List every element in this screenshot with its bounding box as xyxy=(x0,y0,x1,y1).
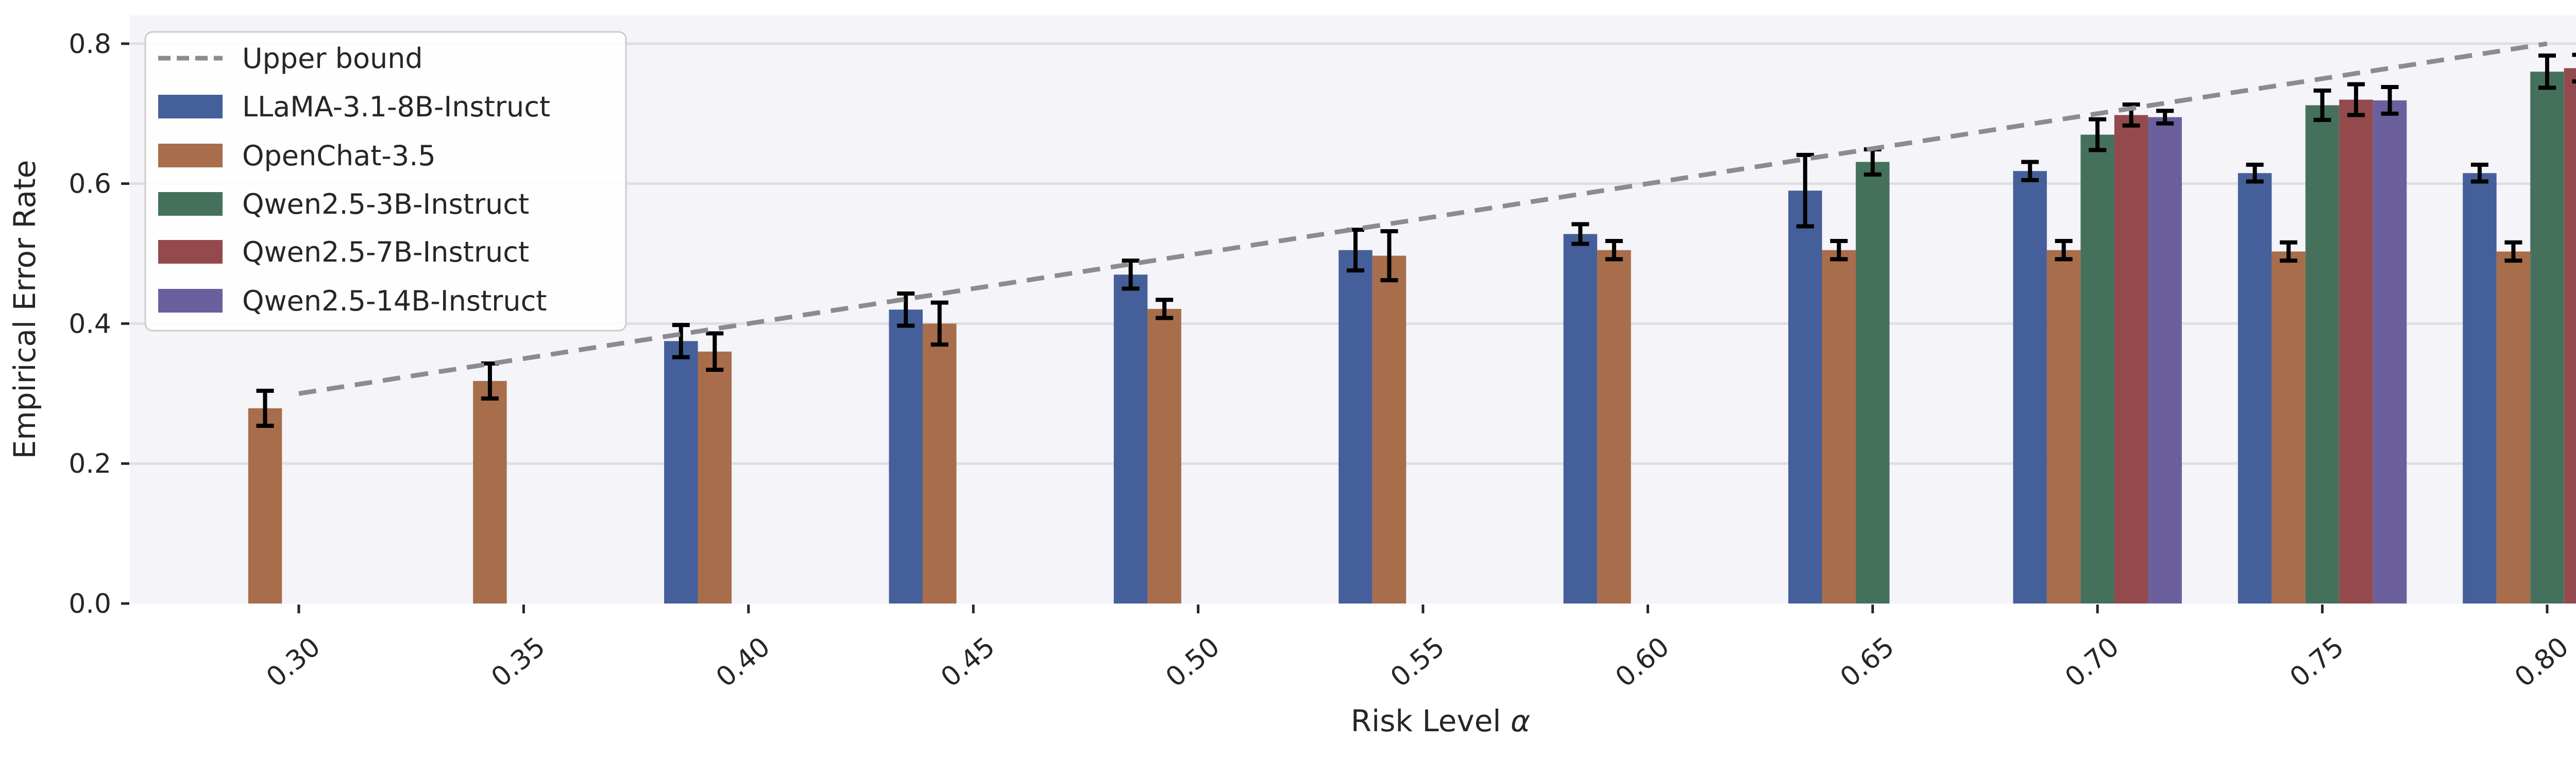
bar xyxy=(1372,255,1406,604)
bar xyxy=(2564,68,2576,604)
bar xyxy=(1147,308,1181,604)
bar xyxy=(2339,99,2373,604)
bar xyxy=(1563,234,1598,604)
bar xyxy=(1338,250,1372,604)
y-tick-label: 0.6 xyxy=(69,169,111,200)
y-axis-label: Empirical Error Rate xyxy=(7,160,42,459)
legend-label: LLaMA-3.1-8B-Instruct xyxy=(242,91,550,123)
y-tick-label: 0.0 xyxy=(69,589,111,619)
x-tick-label: 0.75 xyxy=(2284,631,2350,693)
y-tick-label: 0.4 xyxy=(69,308,111,339)
bar xyxy=(698,351,732,604)
x-tick-label: 0.50 xyxy=(1160,631,1226,693)
legend-swatch xyxy=(158,289,223,313)
bar xyxy=(2046,250,2081,604)
bar xyxy=(2530,72,2564,604)
bar xyxy=(1113,274,1148,604)
bar xyxy=(473,381,507,604)
legend-label: Upper bound xyxy=(242,42,423,75)
x-tick-label: 0.40 xyxy=(710,631,776,693)
legend-swatch xyxy=(158,192,223,216)
bar xyxy=(2013,171,2047,604)
bar xyxy=(2080,134,2114,604)
legend-label: OpenChat-3.5 xyxy=(242,140,436,172)
legend-swatch xyxy=(158,95,223,118)
y-tick-label: 0.2 xyxy=(69,449,111,479)
x-tick-label: 0.65 xyxy=(1835,631,1900,693)
x-tick-label: 0.55 xyxy=(1385,631,1450,693)
bar xyxy=(2372,100,2407,604)
bar xyxy=(2238,173,2272,604)
legend-label: Qwen2.5-3B-Instruct xyxy=(242,188,529,220)
bar xyxy=(2496,251,2531,604)
x-tick-label: 0.60 xyxy=(1609,631,1675,693)
bar xyxy=(922,323,957,604)
y-tick-label: 0.8 xyxy=(69,29,111,60)
x-tick-label: 0.45 xyxy=(935,631,1001,693)
legend-box xyxy=(144,31,627,332)
x-axis-label: Risk Level α xyxy=(1351,703,1530,738)
upper-bound-line xyxy=(298,41,2548,396)
x-tick-label: 0.30 xyxy=(261,631,326,693)
bar xyxy=(1822,250,1856,604)
legend-swatch xyxy=(158,144,223,167)
legend-swatch xyxy=(158,240,223,264)
bar xyxy=(1597,250,1631,604)
bar xyxy=(2148,117,2182,604)
x-tick-label: 0.70 xyxy=(2059,631,2125,693)
bar xyxy=(2463,173,2497,604)
legend-label: Qwen2.5-7B-Instruct xyxy=(242,236,529,268)
legend-label: Qwen2.5-14B-Instruct xyxy=(242,285,547,317)
bar xyxy=(248,408,282,604)
bar xyxy=(1856,162,1890,604)
bar xyxy=(1788,191,1822,604)
x-tick-label: 0.80 xyxy=(2509,631,2574,693)
x-tick-label: 0.35 xyxy=(485,631,551,693)
bar xyxy=(2114,115,2148,604)
bar xyxy=(2305,105,2340,604)
bar xyxy=(664,341,698,604)
bar xyxy=(2272,251,2306,604)
bar xyxy=(889,309,923,604)
